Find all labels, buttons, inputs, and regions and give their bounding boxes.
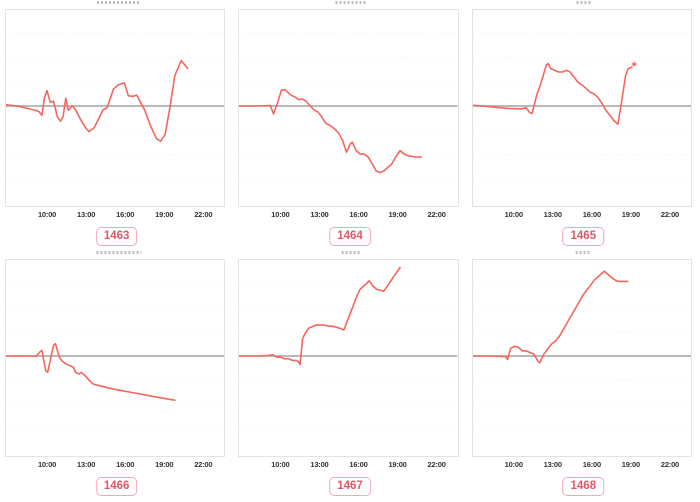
clipped-chart-title-fragment	[576, 1, 591, 4]
price-line	[6, 59, 189, 142]
chart-plot-area	[238, 259, 459, 457]
line-chart-svg	[6, 32, 225, 180]
x-tick-label: 13:00	[310, 460, 329, 469]
x-tick-label: 19:00	[621, 460, 640, 469]
x-tick-label: 16:00	[582, 210, 601, 219]
x-tick-label: 19:00	[388, 460, 407, 469]
x-axis-labels: 10:00 13:00 16:00 19:00 22:00	[472, 210, 692, 220]
x-axis-labels: 10:00 13:00 16:00 19:00 22:00	[238, 210, 458, 220]
mini-chart-cell: 10:00 13:00 16:00 19:00 22:00 1466	[0, 250, 233, 502]
x-tick-label: 22:00	[660, 210, 680, 219]
price-line	[239, 88, 423, 174]
x-tick-label: 13:00	[543, 460, 562, 469]
x-axis-labels: 10:00 13:00 16:00 19:00 22:00	[5, 460, 225, 470]
x-tick-label: 22:00	[660, 460, 680, 469]
x-tick-label: 19:00	[155, 210, 174, 219]
mini-chart-cell: 10:00 13:00 16:00 19:00 22:00 1463	[0, 0, 233, 250]
clipped-chart-title-fragment	[575, 251, 592, 254]
x-tick-label: 22:00	[427, 460, 446, 469]
chart-id-badge[interactable]: 1465	[562, 227, 605, 246]
chart-plot-area	[5, 259, 226, 457]
chart-id-badge[interactable]: 1466	[95, 477, 138, 496]
x-tick-label: 22:00	[194, 460, 213, 469]
x-tick-label: 19:00	[155, 460, 174, 469]
last-point-dot	[630, 61, 637, 68]
chart-id-badge[interactable]: 1463	[95, 227, 138, 246]
chart-id-badge[interactable]: 1468	[562, 477, 605, 496]
chart-plot-area	[471, 9, 692, 207]
x-tick-label: 13:00	[77, 460, 96, 469]
line-chart-svg	[472, 270, 691, 430]
x-tick-label: 10:00	[504, 460, 523, 469]
x-tick-label: 16:00	[116, 210, 135, 219]
price-line	[6, 342, 176, 401]
x-tick-label: 19:00	[621, 210, 640, 219]
x-tick-label: 16:00	[349, 210, 368, 219]
x-tick-label: 10:00	[37, 210, 57, 219]
price-line	[472, 270, 629, 364]
line-chart-svg	[472, 32, 691, 180]
chart-id-badge[interactable]: 1467	[329, 477, 371, 496]
x-axis-labels: 10:00 13:00 16:00 19:00 22:00	[238, 460, 458, 470]
mini-chart-cell: 10:00 13:00 16:00 19:00 22:00 1468	[467, 250, 700, 502]
line-chart-svg	[239, 32, 458, 180]
mini-chart-cell: 10:00 13:00 16:00 19:00 22:00 1465	[467, 0, 700, 250]
x-tick-label: 13:00	[77, 210, 96, 219]
clipped-chart-title-fragment	[96, 1, 141, 4]
x-tick-label: 16:00	[349, 460, 368, 469]
line-chart-svg	[239, 266, 458, 430]
mini-chart-cell: 10:00 13:00 16:00 19:00 22:00 1464	[233, 0, 466, 250]
x-tick-label: 16:00	[582, 460, 601, 469]
x-tick-label: 16:00	[116, 460, 135, 469]
line-chart-svg	[6, 282, 225, 430]
x-axis-labels: 10:00 13:00 16:00 19:00 22:00	[5, 210, 225, 220]
x-tick-label: 13:00	[310, 210, 329, 219]
x-tick-label: 10:00	[271, 460, 290, 469]
x-tick-label: 10:00	[504, 210, 523, 219]
price-line	[472, 62, 635, 125]
chart-id-badge[interactable]: 1464	[329, 227, 371, 246]
x-axis-labels: 10:00 13:00 16:00 19:00 22:00	[472, 460, 692, 470]
x-tick-label: 10:00	[37, 460, 57, 469]
clipped-chart-title-fragment	[95, 251, 141, 254]
clipped-chart-title-fragment	[335, 1, 368, 4]
x-tick-label: 22:00	[194, 210, 213, 219]
price-line	[239, 266, 402, 366]
mini-chart-cell: 10:00 13:00 16:00 19:00 22:00 1467	[233, 250, 466, 502]
x-tick-label: 19:00	[388, 210, 407, 219]
x-tick-label: 22:00	[427, 210, 446, 219]
chart-plot-area	[5, 9, 226, 207]
clipped-chart-title-fragment	[341, 251, 360, 254]
x-tick-label: 13:00	[543, 210, 562, 219]
x-tick-label: 10:00	[271, 210, 290, 219]
chart-plot-area	[471, 259, 692, 457]
chart-plot-area	[238, 9, 459, 207]
